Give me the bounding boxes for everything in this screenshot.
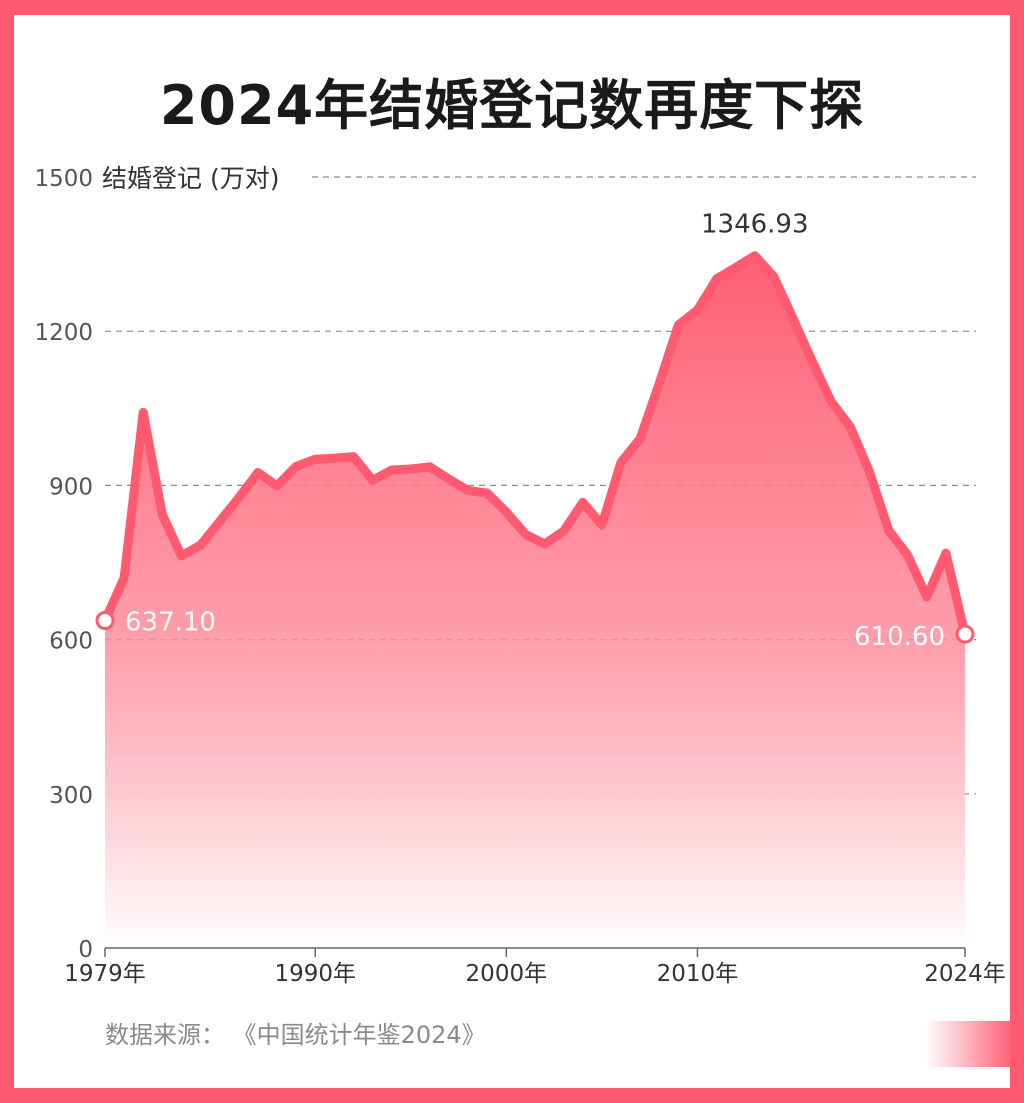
y-tick-label-0: 0 [78,937,93,963]
endpoint-marker-1979 [95,611,115,631]
x-tick-label-2010: 2010年 [657,961,739,987]
y-tick-label-900: 900 [49,474,93,500]
chart-title: 2024年结婚登记数再度下探 [159,74,865,137]
y-tick-label-300: 300 [49,783,93,809]
x-tick-label-1979: 1979年 [64,961,146,987]
area-fill [105,255,965,948]
y-tick-label-1200: 1200 [34,320,93,346]
series-line [100,251,970,639]
x-tick-label-1990: 1990年 [274,961,356,987]
data-source: 数据来源： 《中国统计年鉴2024》 [105,1021,486,1049]
x-tick-label-2024: 2024年 [924,961,1006,987]
y-tick-label-600: 600 [49,629,93,655]
data-label-2013: 1346.93 [701,210,809,240]
data-label-2024: 610.60 [854,622,945,652]
endpoint-marker-2024 [955,624,975,644]
corner-accent [926,1021,1010,1067]
data-label-1979: 637.10 [125,608,216,638]
y-tick-label-1500: 1500 [34,166,93,192]
chart-card: 2024年结婚登记数再度下探 0 300 600 900 1200 1500 结婚登记 (万… [14,15,1010,1088]
marriage-registration-chart: 0 300 600 900 1200 1500 结婚登记 (万对) 1979年 1990年 200… [34,164,1006,987]
x-tick-label-2000: 2000年 [466,961,548,987]
y-axis-label: 结婚登记 (万对) [102,164,279,193]
